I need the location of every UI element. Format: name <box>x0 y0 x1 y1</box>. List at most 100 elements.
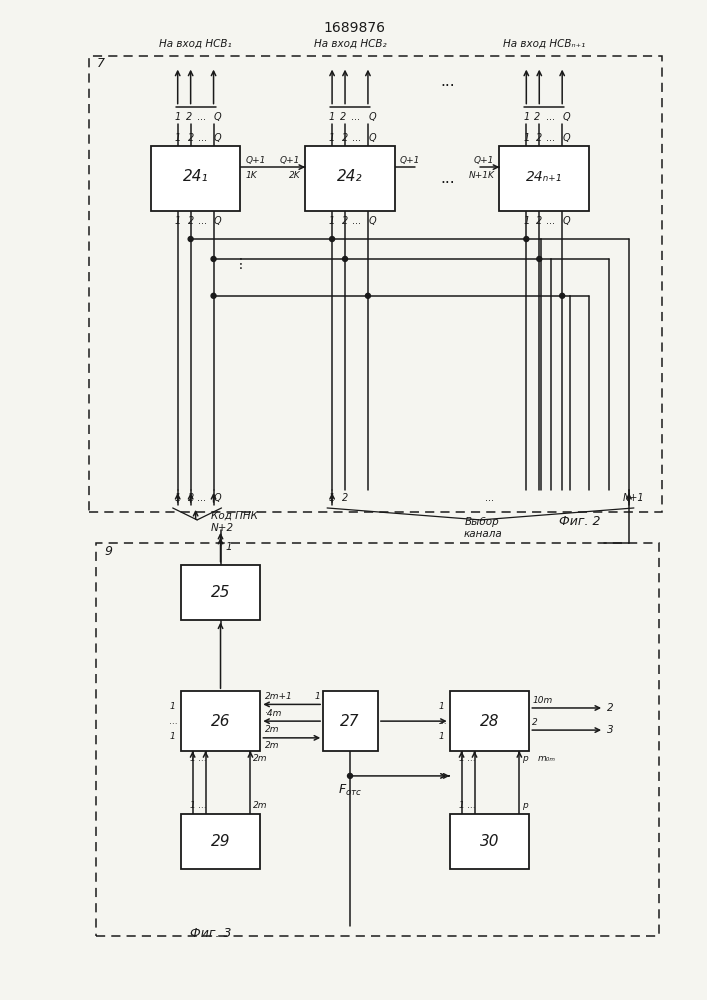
Text: 2: 2 <box>534 112 540 122</box>
Text: 24₂: 24₂ <box>337 169 363 184</box>
Text: 2: 2 <box>536 216 542 226</box>
Text: ...: ... <box>547 216 555 226</box>
Text: 3: 3 <box>607 725 614 735</box>
Text: 1: 1 <box>315 692 320 701</box>
Text: m₀ₘ: m₀ₘ <box>537 754 555 763</box>
Text: 7: 7 <box>97 57 105 70</box>
Text: ·4m: ·4m <box>265 709 283 718</box>
Text: 2: 2 <box>607 703 614 713</box>
Text: 1K: 1K <box>245 171 257 180</box>
Text: 1: 1 <box>439 732 445 741</box>
Text: Q: Q <box>214 216 221 226</box>
Text: 1: 1 <box>175 493 181 503</box>
Text: p: p <box>522 801 528 810</box>
Text: ...: ... <box>440 74 455 89</box>
Text: 2m: 2m <box>253 754 268 763</box>
Bar <box>450 691 530 751</box>
Bar <box>89 56 662 512</box>
Text: ...: ... <box>467 754 475 763</box>
Text: 2: 2 <box>342 133 348 143</box>
Text: ...: ... <box>352 133 361 143</box>
Text: 1: 1 <box>523 133 530 143</box>
Text: 29: 29 <box>211 834 230 849</box>
Text: 2: 2 <box>342 216 348 226</box>
Circle shape <box>211 293 216 298</box>
Text: 2m+1: 2m+1 <box>265 692 293 701</box>
Text: 1689876: 1689876 <box>323 21 385 35</box>
Text: ...: ... <box>197 133 206 143</box>
Text: Q: Q <box>368 216 375 226</box>
Bar <box>96 543 659 936</box>
Circle shape <box>211 256 216 261</box>
Text: ⋮: ⋮ <box>233 257 247 271</box>
Text: ...: ... <box>352 216 361 226</box>
Text: Фиг. 3: Фиг. 3 <box>189 927 231 940</box>
Text: 2: 2 <box>187 216 194 226</box>
Text: 1: 1 <box>329 216 335 226</box>
Text: 1: 1 <box>189 754 196 763</box>
Circle shape <box>537 256 542 261</box>
Text: 10m: 10m <box>532 696 553 705</box>
Text: Q: Q <box>214 133 221 143</box>
Text: На вход НСВ₁: На вход НСВ₁ <box>159 39 232 49</box>
Text: На вход НСВₙ₊₁: На вход НСВₙ₊₁ <box>503 39 585 49</box>
Bar <box>305 146 395 211</box>
Text: 2: 2 <box>187 493 194 503</box>
Text: ...: ... <box>546 112 555 122</box>
Text: N+1: N+1 <box>623 493 645 503</box>
Text: 1: 1 <box>170 732 176 741</box>
Bar <box>181 565 260 620</box>
Text: 2m: 2m <box>265 725 280 734</box>
Text: 2: 2 <box>340 112 346 122</box>
Text: 1: 1 <box>189 801 196 810</box>
Text: p: p <box>522 754 528 763</box>
Text: 1: 1 <box>459 754 464 763</box>
Text: ...: ... <box>197 493 206 503</box>
Text: 2: 2 <box>532 718 538 727</box>
Text: 24₁: 24₁ <box>183 169 209 184</box>
Text: 2: 2 <box>342 493 348 503</box>
Text: 1: 1 <box>523 112 530 122</box>
Circle shape <box>366 293 370 298</box>
Text: ...: ... <box>485 493 494 503</box>
Text: 1: 1 <box>329 112 335 122</box>
Text: 25: 25 <box>211 585 230 600</box>
Text: 30: 30 <box>480 834 499 849</box>
Text: 1: 1 <box>175 112 181 122</box>
Text: ...: ... <box>547 133 555 143</box>
Text: Q+1: Q+1 <box>245 156 266 165</box>
Text: Фиг. 2: Фиг. 2 <box>559 515 601 528</box>
Text: 1: 1 <box>226 542 232 552</box>
Text: 2m: 2m <box>253 801 268 810</box>
Text: Q+1: Q+1 <box>400 156 420 165</box>
Text: Q: Q <box>214 112 221 122</box>
Text: Q: Q <box>562 133 570 143</box>
Bar <box>151 146 240 211</box>
Text: N+1K: N+1K <box>469 171 494 180</box>
Text: 1: 1 <box>459 801 464 810</box>
Text: 28: 28 <box>480 714 499 729</box>
Text: 2: 2 <box>185 112 192 122</box>
Text: 1: 1 <box>329 493 335 503</box>
Circle shape <box>329 237 334 242</box>
Circle shape <box>524 237 529 242</box>
Text: Q: Q <box>562 216 570 226</box>
Text: ...: ... <box>198 801 206 810</box>
Text: Код ПНК
N+2: Код ПНК N+2 <box>211 511 257 533</box>
Text: ...: ... <box>440 171 455 186</box>
Circle shape <box>343 256 348 261</box>
Circle shape <box>188 237 193 242</box>
Text: ...: ... <box>198 754 206 763</box>
Bar <box>450 814 530 869</box>
Text: 2: 2 <box>536 133 542 143</box>
Text: $F_{отс}$: $F_{отс}$ <box>338 783 362 798</box>
Text: Выбор
канала: Выбор канала <box>463 517 502 539</box>
Text: 1: 1 <box>175 216 181 226</box>
Text: ...: ... <box>197 216 206 226</box>
Text: Q+1: Q+1 <box>474 156 494 165</box>
Bar <box>323 691 378 751</box>
Text: 2m: 2m <box>265 741 280 750</box>
Text: 1: 1 <box>523 216 530 226</box>
Text: 1: 1 <box>329 133 335 143</box>
Bar <box>181 814 260 869</box>
